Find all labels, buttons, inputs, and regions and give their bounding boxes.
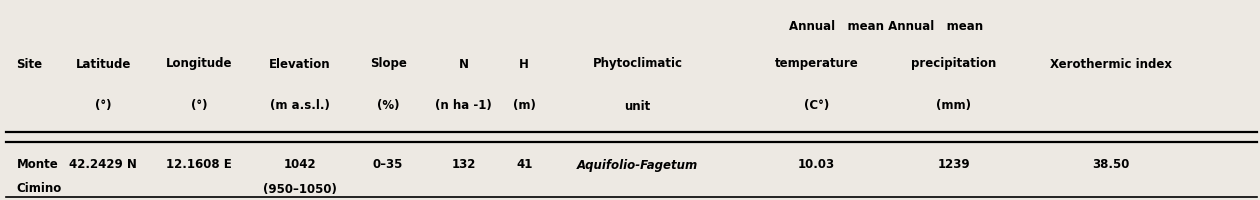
Text: Phytoclimatic: Phytoclimatic bbox=[592, 58, 683, 71]
Text: Monte: Monte bbox=[16, 158, 58, 171]
Text: 10.03: 10.03 bbox=[798, 158, 835, 171]
Text: H: H bbox=[519, 58, 529, 71]
Text: Latitude: Latitude bbox=[76, 58, 131, 71]
Text: Longitude: Longitude bbox=[166, 58, 232, 71]
Text: 1042: 1042 bbox=[284, 158, 316, 171]
Text: Elevation: Elevation bbox=[270, 58, 330, 71]
Text: (m a.s.l.): (m a.s.l.) bbox=[270, 99, 330, 112]
Text: Xerothermic index: Xerothermic index bbox=[1051, 58, 1172, 71]
Text: precipitation: precipitation bbox=[911, 58, 997, 71]
Text: (950–1050): (950–1050) bbox=[263, 182, 336, 196]
Text: (m): (m) bbox=[513, 99, 536, 112]
Text: (C°): (C°) bbox=[804, 99, 829, 112]
Text: 132: 132 bbox=[451, 158, 476, 171]
Text: N: N bbox=[459, 58, 469, 71]
Text: 12.1608 E: 12.1608 E bbox=[166, 158, 232, 171]
Text: Aquifolio-Fagetum: Aquifolio-Fagetum bbox=[577, 158, 698, 171]
Text: unit: unit bbox=[625, 99, 650, 112]
Text: (°): (°) bbox=[94, 99, 112, 112]
Text: 0–35: 0–35 bbox=[373, 158, 403, 171]
Text: Annual   mean Annual   mean: Annual mean Annual mean bbox=[789, 20, 983, 32]
Text: (mm): (mm) bbox=[936, 99, 971, 112]
Text: (°): (°) bbox=[190, 99, 208, 112]
Text: Cimino: Cimino bbox=[16, 182, 62, 196]
Text: Site: Site bbox=[16, 58, 43, 71]
Text: (%): (%) bbox=[377, 99, 399, 112]
Text: 42.2429 N: 42.2429 N bbox=[69, 158, 137, 171]
Text: 41: 41 bbox=[517, 158, 532, 171]
Text: 38.50: 38.50 bbox=[1092, 158, 1130, 171]
Text: temperature: temperature bbox=[775, 58, 858, 71]
Text: Slope: Slope bbox=[369, 58, 407, 71]
Text: 1239: 1239 bbox=[937, 158, 970, 171]
Text: (n ha -1): (n ha -1) bbox=[435, 99, 493, 112]
